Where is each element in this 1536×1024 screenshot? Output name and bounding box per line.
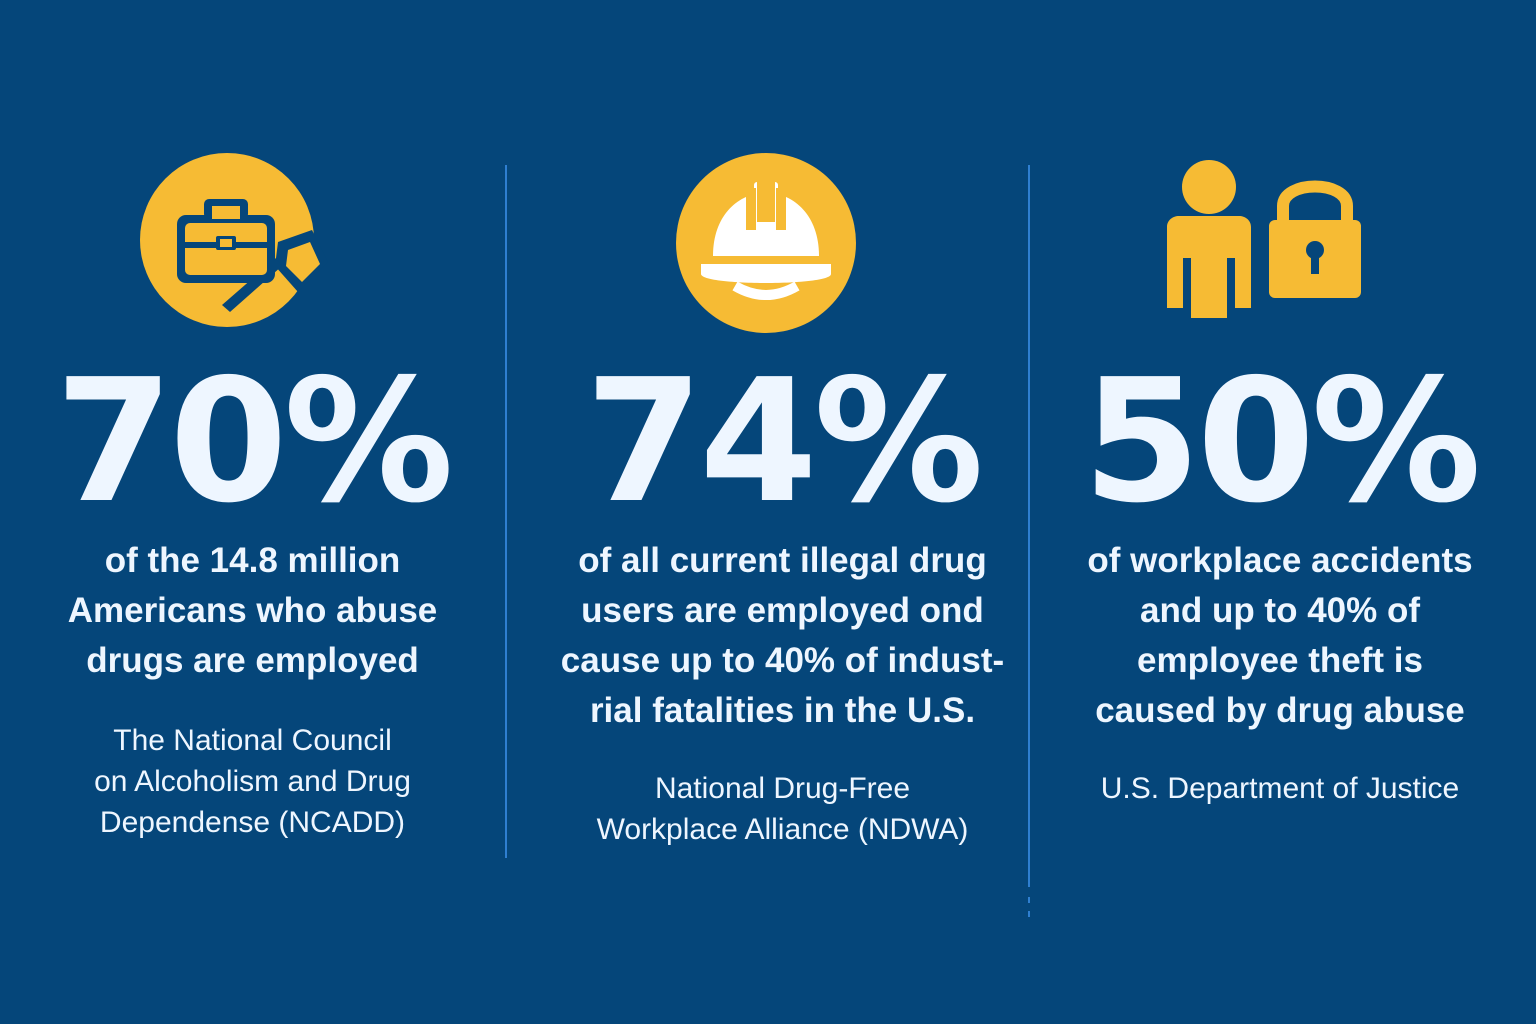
description-line: of workplace accidents	[1087, 541, 1473, 580]
description-line: caused by drug abuse	[1095, 691, 1465, 730]
description-line: employee theft is	[1137, 641, 1423, 680]
person-lock-icon	[1167, 160, 1361, 318]
stat-panel-3: 50% of workplace accidents and up to 40%…	[1055, 0, 1505, 1024]
description-line: rial fatalities in the U.S.	[589, 691, 976, 730]
source-line: Dependense (NCADD)	[99, 806, 406, 839]
source-line: The National Council	[113, 724, 392, 757]
source-line: U.S. Department of Justice	[1100, 772, 1460, 805]
stat-percent: 74%	[585, 343, 984, 541]
column-divider	[505, 165, 507, 858]
briefcase-icon	[140, 153, 328, 327]
stat-source: National Drug-Free Workplace Alliance (N…	[540, 768, 1025, 850]
stat-panel-2: 74% of all current illegal drug users ar…	[540, 0, 1025, 1024]
description-line: cause up to 40% of indust-	[560, 641, 1005, 680]
stat-description: of all current illegal drug users are em…	[540, 536, 1025, 736]
column-divider-dash	[1028, 911, 1030, 917]
source-line: on Alcoholism and Drug	[94, 765, 411, 798]
column-divider-dash	[1028, 897, 1030, 903]
stat-description: of workplace accidents and up to 40% of …	[1055, 536, 1505, 736]
source-line: National Drug-Free	[654, 772, 911, 805]
stat-percent: 70%	[55, 343, 454, 541]
description-line: of the 14.8 million	[104, 541, 401, 580]
stat-description: of the 14.8 million Americans who abuse …	[30, 536, 475, 686]
description-line: drugs are employed	[86, 641, 419, 680]
description-line: and up to 40% of	[1140, 591, 1420, 630]
description-line: users are employed ond	[581, 591, 984, 630]
column-divider	[1028, 165, 1030, 887]
description-line: Americans who abuse	[67, 591, 438, 630]
description-line: of all current illegal drug	[578, 541, 987, 580]
stat-source: The National Council on Alcoholism and D…	[30, 720, 475, 843]
stat-source: U.S. Department of Justice	[1055, 768, 1505, 809]
hard-hat-icon	[676, 153, 856, 333]
source-line: Workplace Alliance (NDWA)	[596, 813, 969, 846]
stat-percent: 50%	[1082, 343, 1482, 541]
stat-panel-1: 70% of the 14.8 million Americans who ab…	[30, 0, 475, 1024]
